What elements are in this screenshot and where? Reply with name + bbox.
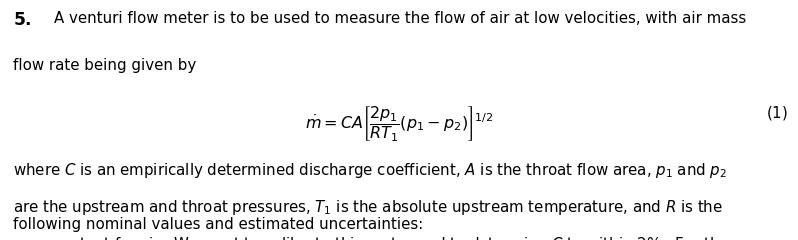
Text: $(1)$: $(1)$ <box>767 104 788 122</box>
Text: $\mathbf{5.}$: $\mathbf{5.}$ <box>13 11 31 29</box>
Text: flow rate being given by: flow rate being given by <box>13 58 196 72</box>
Text: A venturi flow meter is to be used to measure the flow of air at low velocities,: A venturi flow meter is to be used to me… <box>54 11 746 26</box>
Text: are the upstream and throat pressures, $T_1$ is the absolute upstream temperatur: are the upstream and throat pressures, $… <box>13 198 723 217</box>
Text: $\dot{m} = CA\left[\dfrac{2p_1}{RT_1}(p_1 - p_2)\right]^{1/2}$: $\dot{m} = CA\left[\dfrac{2p_1}{RT_1}(p_… <box>305 104 493 144</box>
Text: gas constant for air.  We want to calibrate this meter and to determine $C$ to w: gas constant for air. We want to calibra… <box>13 235 729 240</box>
Text: where $C$ is an empirically determined discharge coefficient, $A$ is the throat : where $C$ is an empirically determined d… <box>13 161 727 180</box>
Text: following nominal values and estimated uncertainties:: following nominal values and estimated u… <box>13 216 423 232</box>
